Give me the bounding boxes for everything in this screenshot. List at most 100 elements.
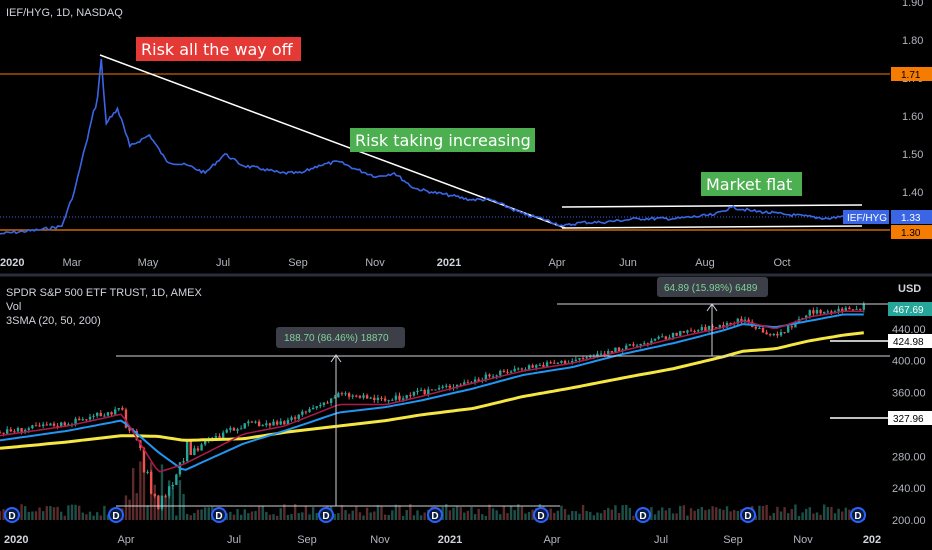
candle-body	[700, 327, 704, 331]
candle-body	[203, 440, 207, 445]
candle-body	[412, 392, 416, 396]
candle-body	[639, 343, 642, 346]
volume-bar	[160, 464, 164, 520]
trendline-flat-bottom[interactable]	[561, 225, 863, 229]
candle-body	[149, 471, 153, 494]
volume-bar	[250, 511, 254, 520]
bottom-panel: SPDR S&P 500 ETF TRUST, 1D, AMEX Vol 3SM…	[0, 277, 932, 546]
volume-bar	[473, 514, 477, 520]
candle-body	[542, 364, 545, 367]
volume-bar	[243, 509, 246, 520]
candle-body	[304, 411, 308, 413]
candle-body	[268, 423, 272, 426]
volume-bar	[822, 504, 826, 520]
volume-bar	[567, 514, 570, 520]
annotation-risk-off-box[interactable]	[136, 37, 301, 61]
volume-bar	[499, 514, 502, 520]
candle-body	[855, 308, 858, 310]
dividend-marker[interactable]	[211, 507, 227, 523]
candle-body	[347, 393, 351, 397]
candle-body	[293, 417, 297, 419]
volume-bar	[203, 507, 207, 520]
candle-body	[758, 328, 761, 330]
annotation-market-flat: Market flat	[706, 175, 792, 194]
dividend-marker[interactable]	[427, 507, 443, 523]
candle-body	[38, 425, 41, 427]
candle-body	[146, 471, 149, 473]
volume-bar	[808, 507, 811, 520]
annotation-market-flat-box[interactable]	[701, 172, 802, 196]
candle-body	[801, 318, 804, 320]
bottom-time-label: 202	[863, 534, 881, 546]
annotation-risk-taking-box[interactable]	[350, 128, 535, 152]
volume-bar	[848, 509, 851, 520]
volume-bar	[779, 511, 783, 520]
volume-bar	[661, 507, 664, 520]
top-time-label: 2021	[437, 257, 461, 269]
bottom-price-axis[interactable]: 440.00 400.00 360.00 280.00 240.00 200.00	[892, 324, 926, 527]
volume-bar	[49, 506, 52, 520]
candle-body	[506, 371, 509, 373]
sma20-line	[0, 310, 864, 473]
trendline-flat-top[interactable]	[561, 204, 863, 208]
tag-171: 1.71	[901, 70, 921, 81]
top-time-label: Nov	[365, 257, 385, 269]
volume-bar	[689, 508, 693, 520]
candle-body	[142, 448, 146, 473]
candle-body	[556, 362, 560, 364]
candle-body	[563, 360, 567, 364]
volume-bar	[261, 505, 264, 520]
top-price-axis[interactable]: 1.901.801.701.601.501.40	[902, 0, 923, 199]
dividend-marker[interactable]	[635, 507, 651, 523]
candle-body	[740, 318, 743, 323]
candle-body	[794, 323, 797, 328]
dividend-marker-label: D	[744, 511, 751, 522]
candle-body	[239, 428, 243, 430]
dividend-marker-label: D	[215, 511, 222, 522]
dividend-marker[interactable]	[533, 507, 549, 523]
bottom-axis-tick: 240.00	[892, 483, 926, 495]
volume-bar	[812, 513, 815, 520]
volume-bar	[549, 508, 552, 520]
volume-bar	[675, 513, 678, 520]
volume-bar	[797, 515, 801, 520]
volume-bar	[833, 513, 837, 520]
dividend-marker[interactable]	[318, 507, 334, 523]
volume-bar	[41, 511, 45, 520]
volume-bar	[758, 505, 761, 520]
volume-bar	[146, 505, 149, 520]
candle-body	[34, 425, 38, 427]
candle-body	[81, 419, 84, 421]
candle-body	[657, 336, 660, 339]
volume-bar	[232, 514, 236, 520]
volume-bar	[293, 504, 297, 520]
bottom-axis-tick: 200.00	[892, 515, 926, 527]
volume-bar	[574, 511, 578, 520]
candle-body	[160, 495, 164, 509]
volume-bar	[632, 515, 635, 520]
volume-bar	[484, 515, 488, 520]
candle-body	[358, 395, 362, 398]
volume-bar	[844, 507, 847, 520]
volume-bar	[524, 513, 527, 520]
dividend-marker[interactable]	[4, 507, 20, 523]
volume-bar	[571, 511, 574, 520]
dividend-marker[interactable]	[108, 507, 124, 523]
volume-bar	[772, 513, 776, 520]
volume-bar	[135, 493, 138, 520]
candle-body	[5, 429, 9, 434]
volume-bar	[38, 507, 41, 520]
top-time-axis[interactable]: 2020 Mar May Jul Sep Nov 2021 Apr Jun Aug Oct	[0, 257, 791, 269]
candle-body	[607, 351, 610, 356]
dividend-marker[interactable]	[850, 507, 866, 523]
bottom-time-axis[interactable]: 2020 Apr Jul Sep Nov 2021 Apr Jul Sep Nov 202	[4, 534, 881, 546]
candle-body	[776, 333, 779, 336]
volume-bar	[589, 511, 592, 520]
candle-body	[448, 385, 452, 388]
dividend-marker[interactable]	[740, 507, 756, 523]
volume-bar	[178, 480, 182, 520]
candle-body	[769, 334, 772, 336]
candle-body	[679, 331, 682, 336]
volume-bar	[286, 514, 290, 520]
